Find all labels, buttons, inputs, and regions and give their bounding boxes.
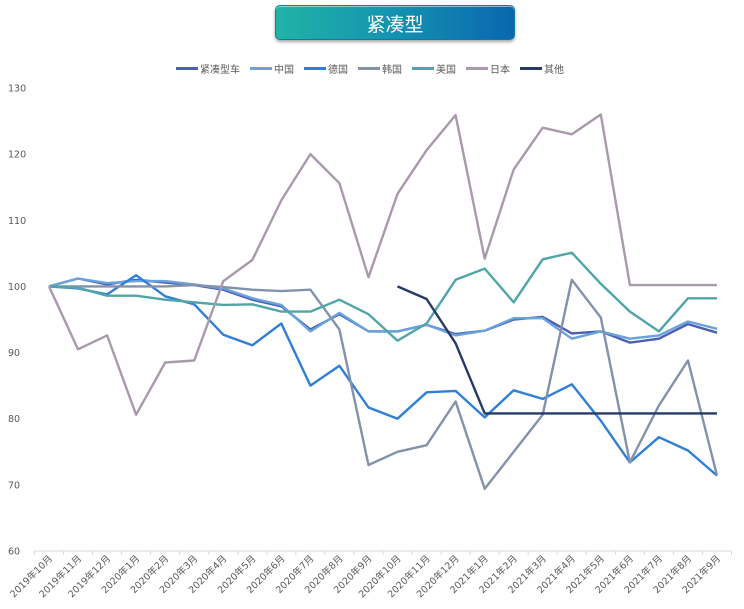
legend-label: 日本: [490, 64, 510, 76]
series-line: [48, 274, 718, 477]
series-line: [48, 251, 717, 342]
legend-label: 韩国: [382, 64, 402, 76]
legend-swatch: [520, 66, 542, 70]
y-tick-label: 130: [8, 84, 26, 95]
y-tick-label: 60: [8, 547, 20, 558]
legend-swatch: [466, 66, 488, 70]
chart-title-banner: 紧凑型: [275, 5, 515, 40]
legend-item: 中国: [250, 60, 294, 76]
legend-swatch: [176, 66, 198, 70]
chart-title: 紧凑型: [366, 14, 424, 36]
legend-label: 德国: [328, 64, 348, 76]
legend-swatch: [358, 66, 380, 70]
chart-legend: 紧凑型车 中国 德国 韩国 美国 日本 其他: [176, 60, 564, 76]
legend-item: 韩国: [358, 60, 402, 76]
legend-swatch: [304, 66, 326, 70]
legend-swatch: [412, 66, 434, 70]
legend-label: 其他: [544, 64, 564, 76]
series-line: [48, 277, 718, 344]
legend-item: 美国: [412, 60, 456, 76]
legend-item: 日本: [466, 60, 510, 76]
legend-item: 其他: [520, 60, 564, 76]
legend-swatch: [250, 66, 272, 70]
legend-label: 中国: [274, 64, 294, 76]
y-tick-label: 120: [8, 150, 26, 161]
y-tick-label: 90: [8, 348, 20, 359]
y-tick-label: 70: [8, 480, 20, 491]
legend-label: 美国: [436, 64, 456, 76]
y-tick-label: 110: [8, 216, 26, 227]
series-line: [49, 278, 719, 490]
series-line: [47, 113, 717, 416]
legend-item: 紧凑型车: [176, 60, 240, 76]
y-tick-label: 80: [8, 414, 20, 425]
series-line: [397, 285, 717, 415]
legend-label: 紧凑型车: [200, 64, 240, 76]
y-tick-label: 100: [8, 282, 26, 293]
legend-item: 德国: [304, 60, 348, 76]
series-line: [48, 277, 718, 340]
